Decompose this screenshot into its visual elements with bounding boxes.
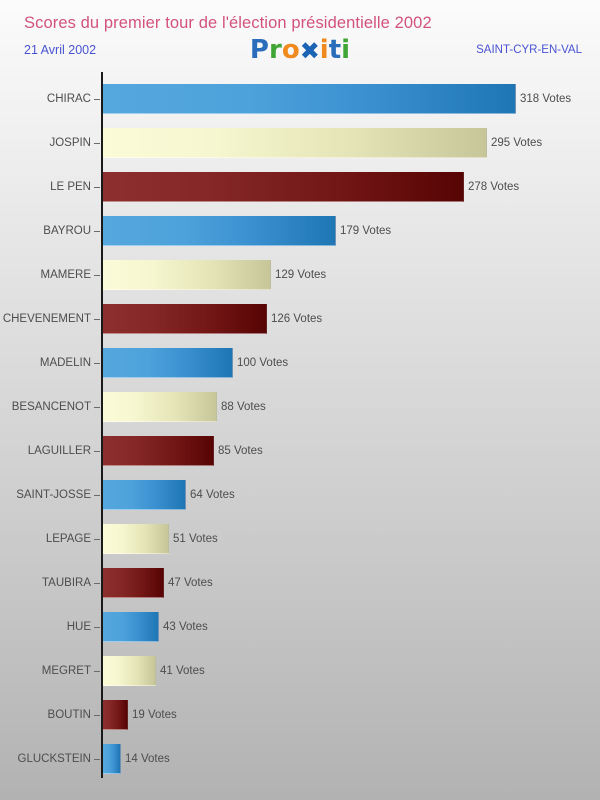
- bar-row: MEGRET 41 Votes: [0, 656, 600, 686]
- logo-letter: i: [319, 35, 329, 65]
- bar[interactable]: [103, 216, 336, 246]
- value-axis-line: [101, 72, 103, 778]
- page-title: Scores du premier tour de l'élection pré…: [24, 14, 432, 32]
- category-label: TAUBIRA: [42, 577, 91, 589]
- bar[interactable]: [103, 348, 233, 378]
- bar-row: LEPAGE 51 Votes: [0, 524, 600, 554]
- category-label: LAGUILLER: [27, 445, 91, 457]
- bar[interactable]: [103, 172, 464, 202]
- bar-value-label: 129 Votes: [275, 269, 327, 281]
- axis-tick: [94, 538, 100, 540]
- bar[interactable]: [103, 392, 217, 422]
- bar-value-label: 278 Votes: [468, 181, 520, 193]
- bar-value-label: 64 Votes: [190, 489, 235, 501]
- bar-row: TAUBIRA 47 Votes: [0, 568, 600, 598]
- chart-location: SAINT-CYR-EN-VAL: [476, 44, 582, 56]
- bar[interactable]: [103, 480, 186, 510]
- bar-value-label: 14 Votes: [125, 753, 170, 765]
- bar[interactable]: [103, 304, 267, 334]
- bar-value-label: 51 Votes: [173, 533, 218, 545]
- bar-value-label: 41 Votes: [160, 665, 205, 677]
- proxiti-logo: Pro✖iti: [250, 37, 350, 63]
- bar-row: BOUTIN 19 Votes: [0, 700, 600, 730]
- bar[interactable]: [103, 84, 516, 114]
- bar-value-label: 179 Votes: [340, 225, 392, 237]
- axis-tick: [94, 186, 100, 188]
- category-label: LE PEN: [50, 181, 91, 193]
- axis-tick: [94, 274, 100, 276]
- chart-date: 21 Avril 2002: [24, 43, 97, 57]
- category-label: SAINT-JOSSE: [16, 489, 91, 501]
- bar-value-label: 126 Votes: [271, 313, 323, 325]
- axis-tick: [94, 230, 100, 232]
- bar-row: SAINT-JOSSE 64 Votes: [0, 480, 600, 510]
- bar-row: BAYROU 179 Votes: [0, 216, 600, 246]
- category-label: HUE: [66, 621, 91, 633]
- bar[interactable]: [103, 128, 487, 158]
- category-label: CHIRAC: [46, 93, 91, 105]
- bar-row: LAGUILLER 85 Votes: [0, 436, 600, 466]
- category-label: BAYROU: [43, 225, 91, 237]
- logo-letter: r: [268, 35, 282, 65]
- axis-tick: [94, 494, 100, 496]
- bar[interactable]: [103, 568, 164, 598]
- axis-tick: [94, 582, 100, 584]
- category-label: BESANCENOT: [11, 401, 91, 413]
- bar-row: MAMERE 129 Votes: [0, 260, 600, 290]
- axis-tick: [94, 714, 100, 716]
- logo-letter: t: [328, 35, 342, 65]
- logo-letter: o: [281, 35, 300, 65]
- bar-chart: CHIRAC 318 Votes JOSPIN 295 Votes LE PEN 278 …: [0, 72, 600, 800]
- axis-tick: [94, 98, 100, 100]
- bar-value-label: 19 Votes: [132, 709, 177, 721]
- bar[interactable]: [103, 700, 128, 730]
- bar-row: BESANCENOT 88 Votes: [0, 392, 600, 422]
- bar-value-label: 88 Votes: [221, 401, 266, 413]
- bar-value-label: 47 Votes: [168, 577, 213, 589]
- category-label: MADELIN: [39, 357, 91, 369]
- bar-value-label: 85 Votes: [218, 445, 263, 457]
- bar-row: CHIRAC 318 Votes: [0, 84, 600, 114]
- category-label: BOUTIN: [47, 709, 91, 721]
- axis-tick: [94, 142, 100, 144]
- bar-value-label: 100 Votes: [237, 357, 289, 369]
- bar-row: GLUCKSTEIN 14 Votes: [0, 744, 600, 774]
- logo-letter: i: [341, 35, 351, 65]
- axis-tick: [94, 450, 100, 452]
- logo-star-icon: ✖: [299, 37, 320, 65]
- bar-row: HUE 43 Votes: [0, 612, 600, 642]
- category-label: MEGRET: [41, 665, 91, 677]
- bar-row: LE PEN 278 Votes: [0, 172, 600, 202]
- axis-tick: [94, 362, 100, 364]
- bar-value-label: 43 Votes: [163, 621, 208, 633]
- bar-value-label: 295 Votes: [491, 137, 543, 149]
- bar[interactable]: [103, 436, 214, 466]
- bar-row: JOSPIN 295 Votes: [0, 128, 600, 158]
- category-label: MAMERE: [40, 269, 91, 281]
- bar[interactable]: [103, 260, 271, 290]
- axis-tick: [94, 758, 100, 760]
- category-label: LEPAGE: [45, 533, 91, 545]
- axis-tick: [94, 406, 100, 408]
- category-label: CHEVENEMENT: [2, 313, 91, 325]
- axis-tick: [94, 318, 100, 320]
- bar[interactable]: [103, 612, 159, 642]
- logo-letter: P: [249, 35, 269, 65]
- bar-value-label: 318 Votes: [520, 93, 572, 105]
- bar[interactable]: [103, 524, 169, 554]
- axis-tick: [94, 626, 100, 628]
- bar[interactable]: [103, 656, 156, 686]
- bar-row: CHEVENEMENT 126 Votes: [0, 304, 600, 334]
- chart-header: Scores du premier tour de l'élection pré…: [0, 0, 600, 72]
- bar[interactable]: [103, 744, 121, 774]
- category-label: GLUCKSTEIN: [17, 753, 92, 765]
- bar-row: MADELIN 100 Votes: [0, 348, 600, 378]
- category-label: JOSPIN: [49, 137, 91, 149]
- axis-tick: [94, 670, 100, 672]
